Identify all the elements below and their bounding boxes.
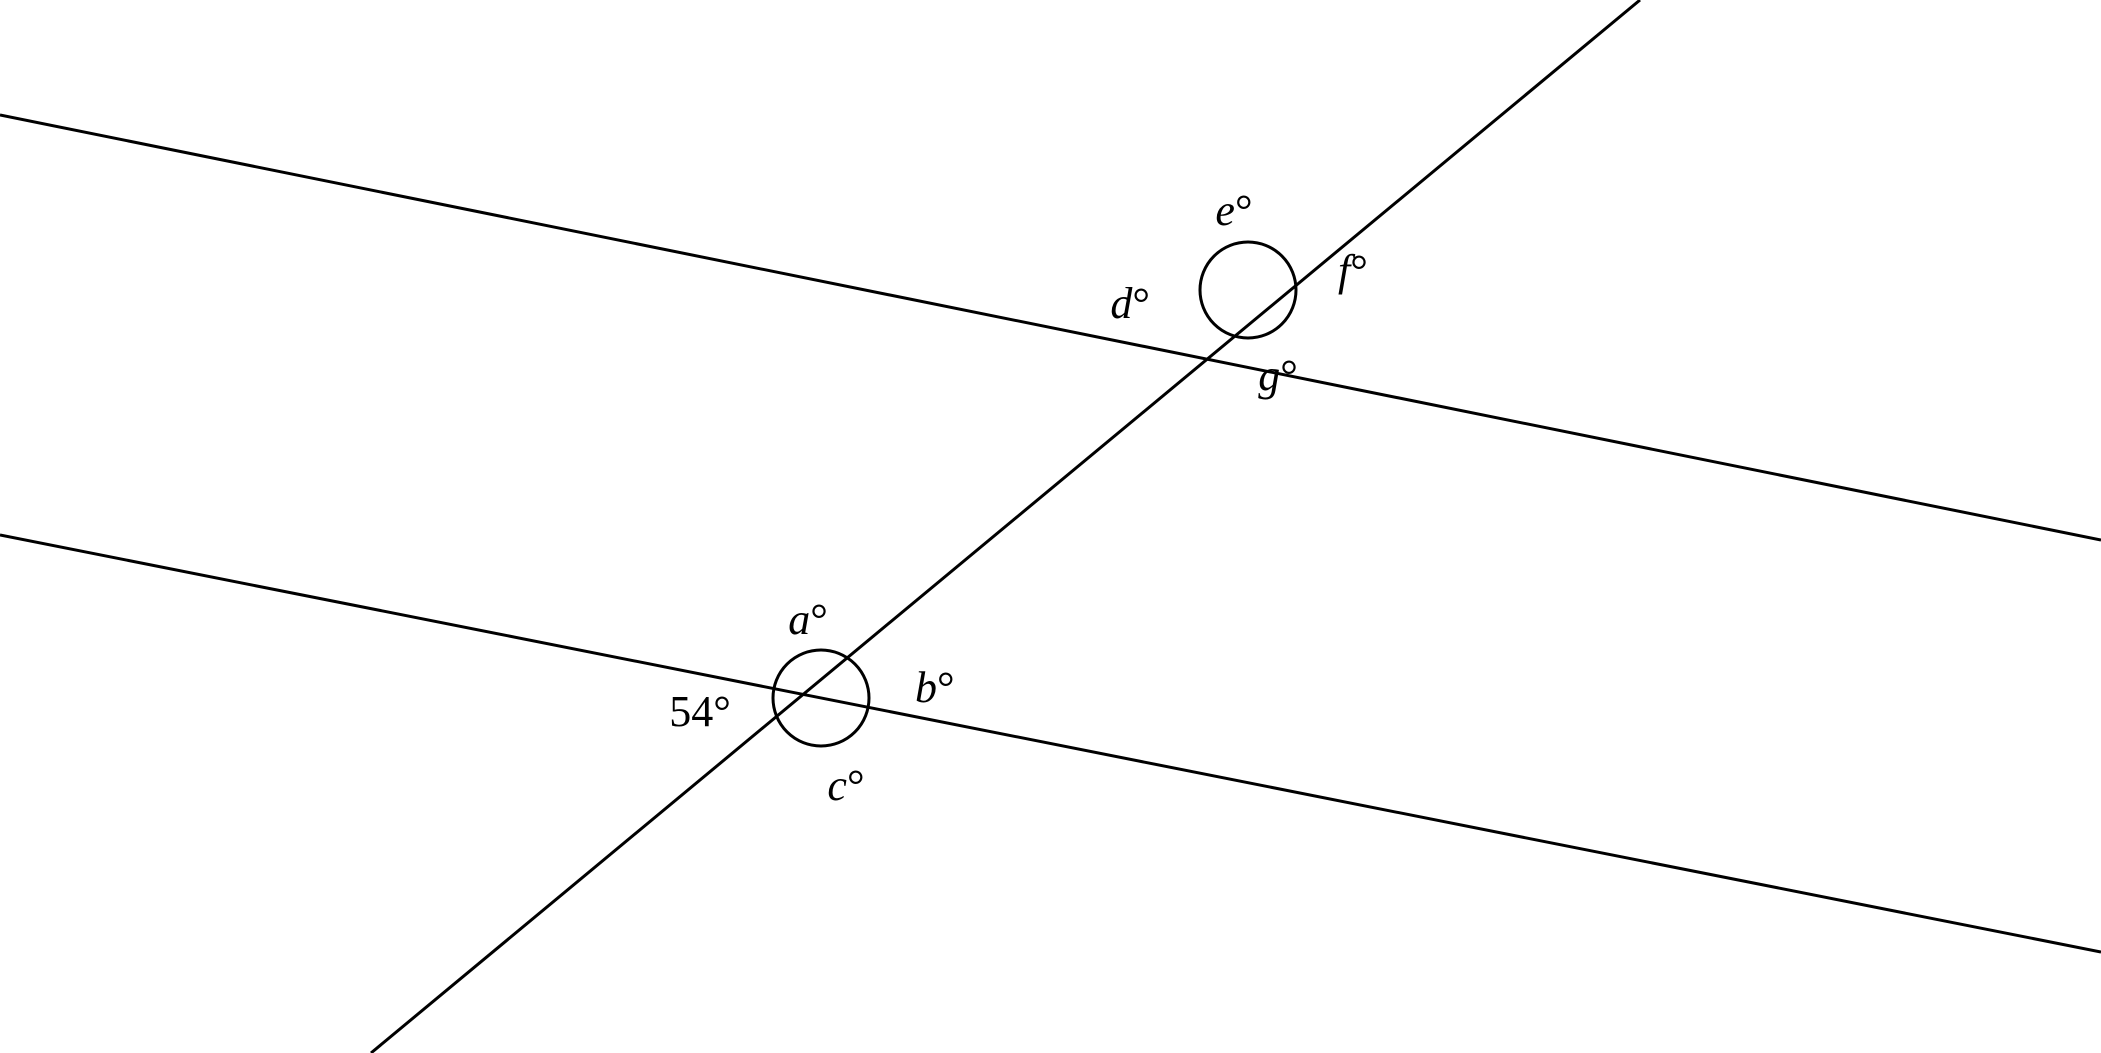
- transversal-line: [371, 0, 1640, 1053]
- angle-label-d: d°: [1110, 279, 1150, 328]
- angle-label-e: e°: [1215, 186, 1252, 235]
- angle-label-f: f°: [1338, 246, 1368, 295]
- angle-label-b: b°: [915, 663, 955, 712]
- angle-label-a: a°: [788, 595, 828, 644]
- parallel-line-lower: [0, 535, 2101, 952]
- angle-label-known: 54°: [669, 687, 731, 736]
- angle-label-c: c°: [827, 761, 864, 810]
- angle-label-g: g°: [1258, 351, 1298, 400]
- parallel-line-upper: [0, 115, 2101, 540]
